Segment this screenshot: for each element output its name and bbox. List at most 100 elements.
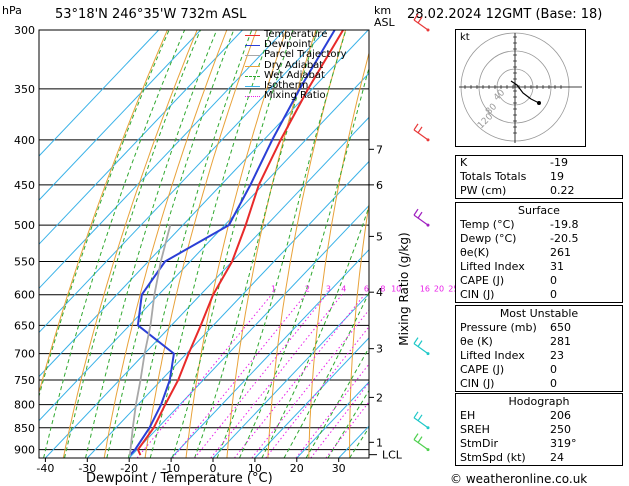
location-header: 53°18'N 246°35'W 732m ASL <box>55 7 247 22</box>
legend-swatch <box>245 75 260 77</box>
mu-row: Lifted Index 23 <box>460 349 564 362</box>
temperature-line <box>137 30 344 456</box>
legend-item: Wet Adiabat <box>244 70 347 81</box>
right-axis-label: Mixing Ratio (g/kg) <box>397 232 411 346</box>
km-tick-label: 7 <box>376 143 383 156</box>
legend-swatch <box>245 55 260 57</box>
hodograph-title: Hodograph <box>508 395 570 408</box>
wind-barb <box>413 13 430 32</box>
pressure-tick-label: 650 <box>14 319 35 332</box>
mixing-ratio-line <box>251 309 369 458</box>
legend-label: Dry Adiabat <box>264 59 324 71</box>
pressure-tick-label: 750 <box>14 374 35 387</box>
mixing-ratio-label: 16 <box>420 285 430 294</box>
mu-row: Pressure (mb) 650 <box>460 321 571 334</box>
surface-table: Surface Temp (°C) -19.8 Dewp (°C) -20.5 θe… <box>455 202 623 303</box>
dry-adiabat <box>267 30 347 458</box>
pressure-tick-label: 400 <box>14 134 35 147</box>
wet-adiabat <box>39 30 170 398</box>
isotherm-line <box>39 72 369 422</box>
datetime-header: 28.02.2024 12GMT (Base: 18) <box>407 7 603 22</box>
legend-swatch <box>245 96 260 98</box>
wet-adiabat <box>149 30 272 458</box>
dry-adiabat <box>428 30 455 458</box>
legend-item: Dewpoint <box>244 40 347 50</box>
pressure-tick-label: 300 <box>14 24 35 37</box>
mu-row: θe (K) 281 <box>460 335 571 348</box>
mixing-ratio-label: 6 <box>364 285 369 294</box>
wind-barb <box>413 337 430 356</box>
wet-adiabat <box>371 30 455 458</box>
wet-adiabat <box>43 30 186 458</box>
mixing-ratio-line <box>210 294 343 458</box>
km-tick-label: 3 <box>376 343 383 356</box>
hodo-row: SREH 250 <box>460 423 571 436</box>
km-tick-label: 6 <box>376 179 383 192</box>
temperature-tick-label: -40 <box>36 462 54 475</box>
hodo-row: StmSpd (kt) 24 <box>460 451 564 464</box>
wet-adiabat <box>327 389 369 458</box>
isotherm-line <box>128 204 369 458</box>
index-row-totals: Totals Totals 19 <box>460 170 564 183</box>
dry-adiabat <box>103 30 228 458</box>
isotherm-line <box>170 248 369 458</box>
wet-adiabat <box>85 30 218 458</box>
isotherm-line <box>212 293 369 458</box>
wet-adiabat <box>261 204 369 458</box>
legend-label: Dewpoint <box>264 39 312 51</box>
wet-adiabat <box>127 30 253 458</box>
isotherm-line <box>254 337 369 458</box>
mixing-ratio-line <box>265 325 369 458</box>
legend-item: Parcel Trajectory <box>244 50 347 60</box>
surface-row: Lifted Index 31 <box>460 260 564 273</box>
pressure-tick-label: 500 <box>14 219 35 232</box>
surface-row: θe(K) 261 <box>460 246 571 259</box>
isotherm-line <box>86 160 369 458</box>
most-unstable-table: Most Unstable Pressure (mb) 650 θe (K) 281… <box>455 305 623 392</box>
temperature-tick-label: 0 <box>210 462 217 475</box>
mu-row: CIN (J) 0 <box>460 377 557 390</box>
legend-swatch <box>245 65 260 67</box>
pressure-tick-label: 350 <box>14 83 35 96</box>
legend-swatch <box>245 45 260 47</box>
pressure-tick-label: 550 <box>14 256 35 269</box>
pressure-tick-label: 600 <box>14 289 35 302</box>
copyright: © weatheronline.co.uk <box>450 472 588 486</box>
temperature-tick-label: -30 <box>78 462 96 475</box>
isotherm-line <box>296 381 369 458</box>
hpa-label: hPa <box>2 4 22 17</box>
isotherm-line <box>39 30 327 334</box>
surface-row: CIN (J) 0 <box>460 288 557 301</box>
km-tick-label: 2 <box>376 391 383 404</box>
temperature-tick-label: 20 <box>290 462 304 475</box>
pressure-tick-label: 450 <box>14 179 35 192</box>
lcl-label: LCL <box>382 449 403 462</box>
isotherm-line <box>381 30 455 458</box>
legend: Temperature Dewpoint Parcel Trajectory Dry … <box>244 29 347 101</box>
wet-adiabat <box>216 30 347 458</box>
legend-item: Mixing Ratio <box>244 91 347 101</box>
legend-label: Isotherm <box>264 80 309 92</box>
legend-item: Isotherm <box>244 80 347 92</box>
wind-barb <box>413 123 430 142</box>
parcel-trajectory-line <box>129 224 172 456</box>
pressure-tick-label: 800 <box>14 399 35 412</box>
legend-label: Mixing Ratio <box>264 90 326 102</box>
dry-adiabat <box>349 201 369 458</box>
hodograph-unit-label: kt <box>460 32 470 43</box>
dry-adiabat <box>39 30 168 395</box>
plot-frame <box>38 29 370 459</box>
legend-swatch <box>245 35 260 36</box>
hodograph-trace <box>530 98 540 104</box>
x-axis-label: Dewpoint / Temperature (°C) <box>86 471 273 486</box>
isotherm-line <box>39 30 285 290</box>
wet-adiabat <box>239 66 369 458</box>
mixing-ratio-line <box>234 294 365 458</box>
hodograph-table: Hodograph EH 206 SREH 250 StmDir 319° StmSp… <box>455 393 623 466</box>
wet-adiabat <box>171 30 294 458</box>
index-row-k: K -19 <box>460 156 568 169</box>
legend-label: Temperature <box>264 29 328 40</box>
legend-item: Dry Adiabat <box>244 59 347 71</box>
temperature-tick-label: -20 <box>120 462 138 475</box>
dry-adiabat <box>308 51 369 458</box>
